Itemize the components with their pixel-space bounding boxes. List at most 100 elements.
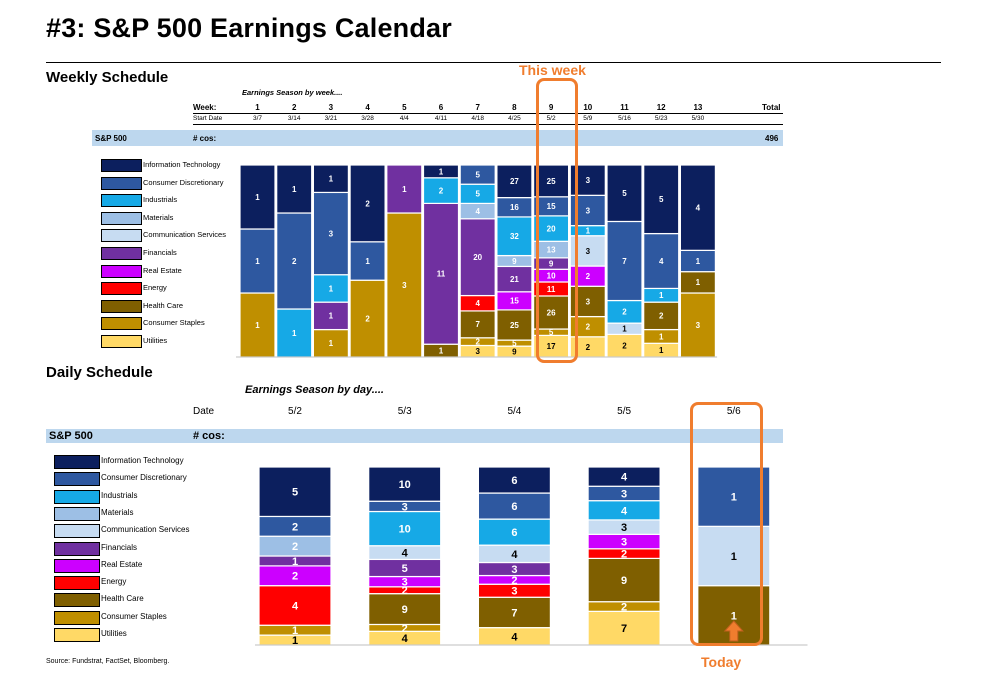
legend-label-information-technology: Information Technology [143, 160, 221, 169]
bar-value-label: 3 [621, 522, 627, 534]
week-start-date: 3/14 [287, 115, 301, 122]
bar-value-label: 11 [547, 285, 556, 294]
bar-value-label: 6 [511, 475, 517, 487]
bar-value-label: 9 [402, 604, 408, 616]
bar-value-label: 5 [475, 190, 480, 199]
bar-value-label: 20 [547, 224, 556, 233]
bar-value-label: 1 [659, 291, 664, 300]
week-header-rule-2 [193, 124, 783, 125]
bar-value-label: 25 [547, 177, 556, 186]
bar-value-label: 3 [586, 297, 591, 306]
legend-label-consumer-discretionary: Consumer Discretionary [101, 473, 187, 483]
bar-value-label: 4 [402, 633, 409, 645]
bar-value-label: 2 [292, 257, 297, 266]
week-number: 4 [365, 103, 370, 112]
bar-value-label: 2 [511, 575, 517, 587]
legend-swatch-financials [101, 247, 142, 260]
bar-value-label: 2 [659, 312, 664, 321]
bar-value-label: 1 [255, 257, 260, 266]
legend-swatch-communication-services [101, 229, 142, 243]
bar-value-label: 3 [696, 321, 701, 330]
week-number: 7 [475, 103, 480, 112]
bar-value-label: 2 [439, 186, 444, 195]
legend-label-materials: Materials [143, 212, 174, 222]
bar-value-label: 5 [475, 170, 480, 179]
day-date: 5/6 [726, 406, 741, 417]
bar-segment-consumer-discretionary [349, 241, 386, 281]
bar-value-label: 1 [439, 167, 444, 176]
bar-value-label: 10 [399, 524, 411, 536]
bar-value-label: 1 [292, 185, 297, 194]
legend-swatch-financials [54, 541, 100, 556]
legend-label-information-technology: Information Technology [101, 456, 184, 465]
bar-value-label: 20 [473, 253, 482, 262]
legend-swatch-materials [101, 211, 142, 225]
bar-value-label: 2 [402, 623, 408, 635]
legend-swatch-energy [101, 282, 142, 296]
bar-segment-industrials [312, 274, 349, 303]
bar-value-label: 1 [439, 346, 444, 355]
bar-value-label: 5 [402, 563, 408, 575]
bar-value-label: 1 [659, 346, 664, 355]
day-date: 5/3 [397, 406, 412, 417]
bar-value-label: 6 [511, 527, 517, 539]
bar-segment-health-care [643, 301, 680, 331]
legend-label-utilities: Utilities [143, 336, 168, 345]
bar-value-label: 25 [510, 321, 519, 330]
bar-segment-consumer-staples [679, 292, 717, 358]
bar-value-label: 5 [549, 328, 554, 337]
bar-value-label: 7 [621, 623, 627, 635]
week-start-date: 5/30 [691, 115, 705, 122]
bar-segment-information-technology [643, 164, 680, 235]
bar-value-label: 2 [365, 314, 370, 323]
bar-segment-information-technology [276, 164, 313, 214]
bar-value-label: 2 [365, 199, 370, 208]
bar-segment-information-technology [532, 164, 570, 198]
daily-date-label: Date [193, 406, 215, 417]
bar-segment-financials [386, 164, 423, 214]
bar-segment-health-care [368, 593, 442, 626]
bar-value-label: 1 [329, 175, 334, 184]
day-date: 5/5 [617, 406, 632, 417]
week-number: 12 [656, 103, 666, 112]
bar-value-label: 1 [731, 551, 737, 563]
week-number: 13 [693, 103, 703, 112]
legend-label-health-care: Health Care [143, 300, 184, 310]
week-start-date: 4/4 [399, 115, 409, 122]
week-start-date: 5/16 [618, 115, 631, 122]
week-header-rule [193, 113, 783, 114]
bar-segment-health-care [532, 295, 570, 330]
bar-value-label: 5 [292, 487, 298, 499]
today-label: Today [701, 654, 742, 670]
week-number: 8 [512, 103, 517, 112]
week-number: 2 [291, 103, 297, 112]
day-date: 5/2 [288, 406, 302, 417]
legend-swatch-consumer-staples [101, 317, 142, 331]
bar-segment-information-technology [587, 466, 661, 487]
bar-value-label: 2 [621, 601, 627, 613]
week-start-date: 5/23 [654, 115, 668, 122]
legend-swatch-consumer-staples [54, 610, 100, 625]
bar-value-label: 1 [329, 284, 334, 293]
bar-value-label: 2 [475, 338, 480, 347]
legend-label-real-estate: Real Estate [143, 265, 182, 275]
bar-segment-financials [459, 218, 496, 297]
bar-value-label: 4 [292, 600, 299, 612]
bar-value-label: 3 [621, 488, 627, 500]
bar-segment-information-technology [422, 164, 460, 179]
bar-value-label: 4 [659, 257, 664, 266]
bar-value-label: 3 [329, 229, 334, 238]
bar-value-label: 4 [402, 548, 409, 560]
bar-value-label: 1 [292, 625, 298, 637]
bar-segment-consumer-staples [386, 212, 423, 358]
bar-segment-consumer-discretionary [697, 466, 771, 527]
week-start-date: 5/9 [583, 115, 593, 122]
bar-value-label: 1 [255, 193, 260, 202]
bar-value-label: 2 [402, 585, 408, 597]
bar-value-label: 11 [437, 270, 446, 279]
bar-segment-health-care [587, 557, 661, 603]
week-start-date: 3/7 [252, 115, 263, 122]
this-week-label: This week [519, 62, 586, 78]
